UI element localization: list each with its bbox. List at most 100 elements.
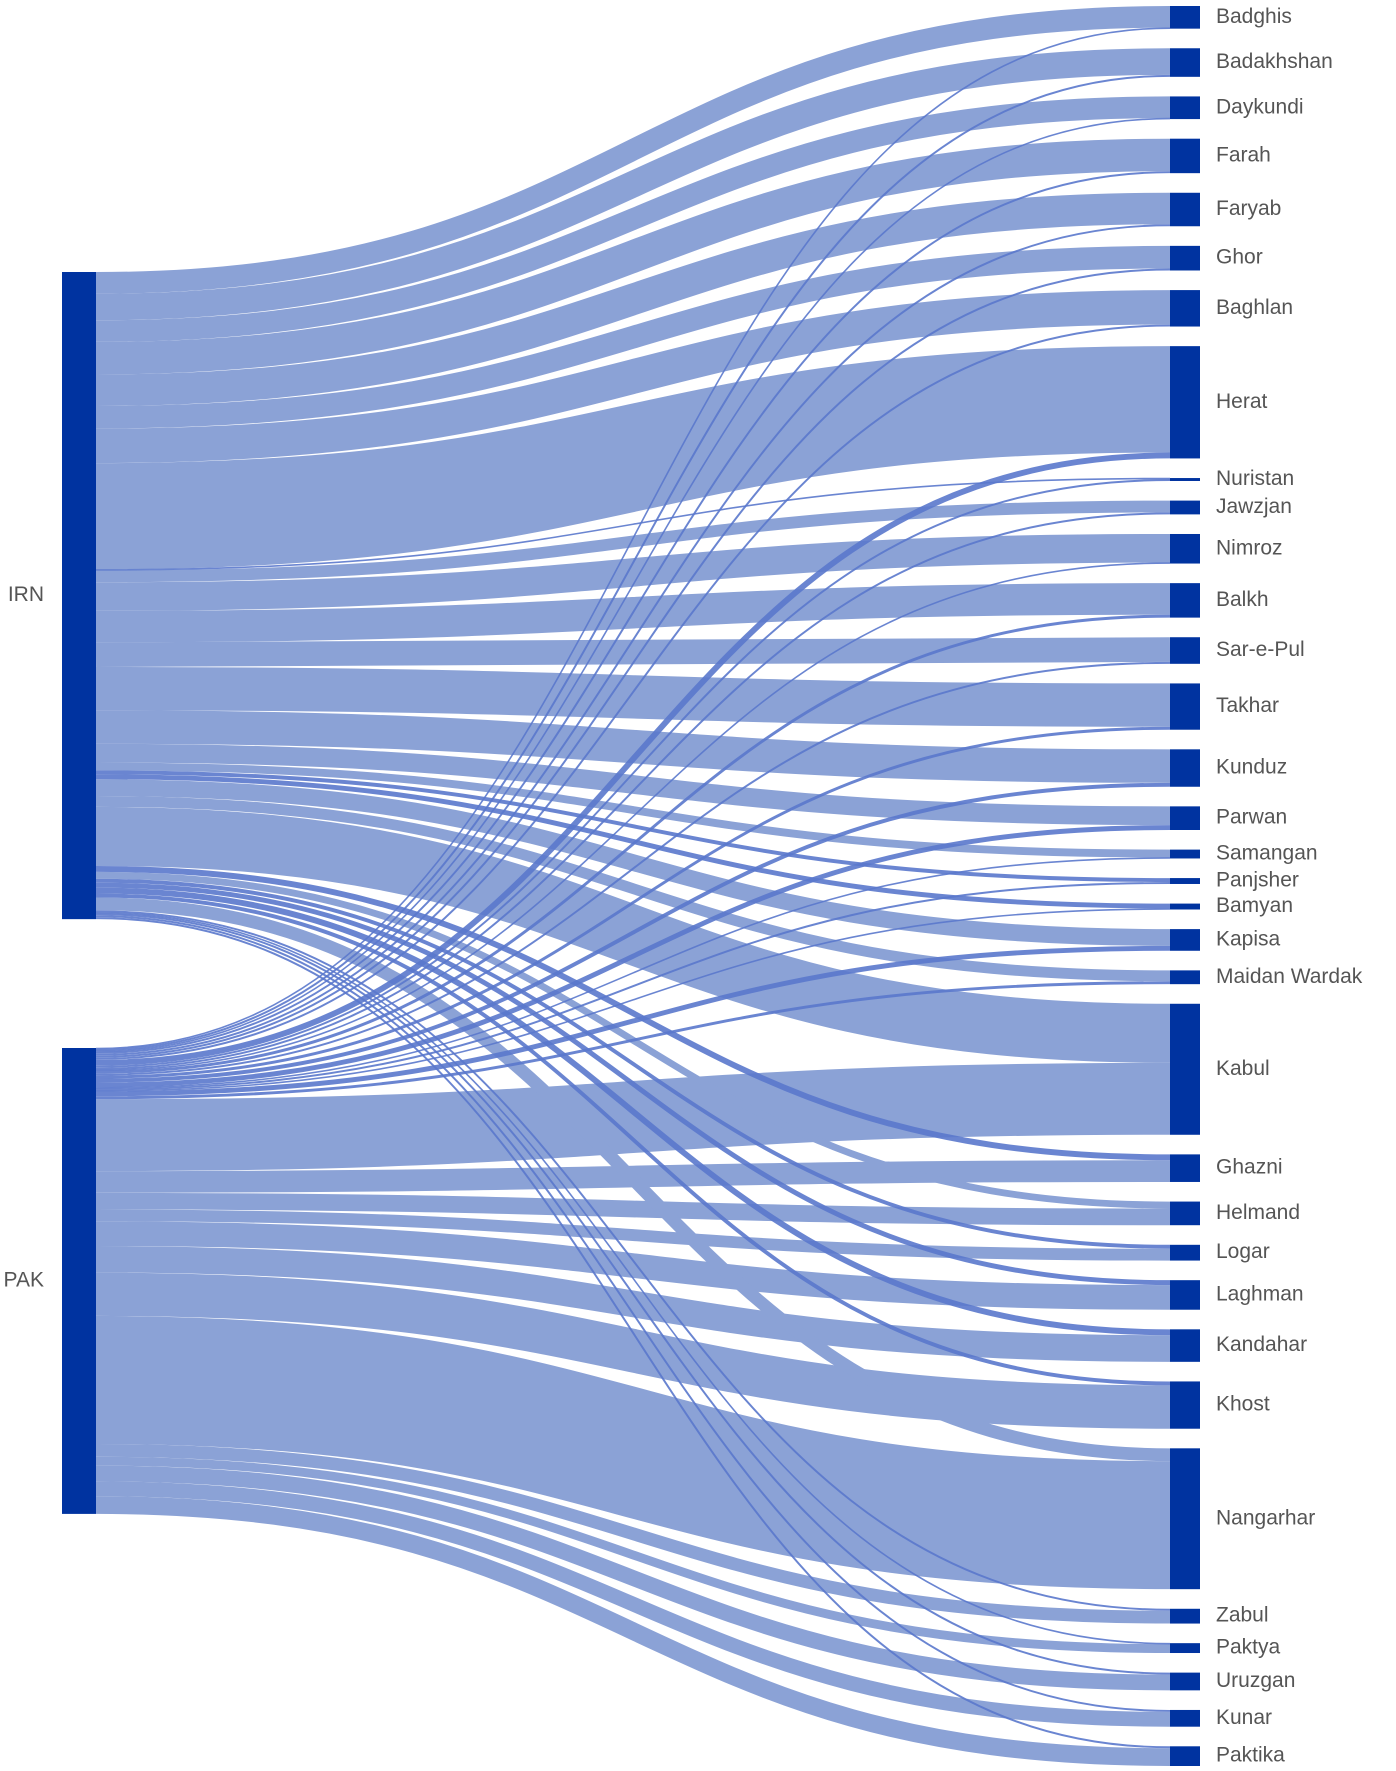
link-irn-to-paktika	[95, 917, 1171, 1749]
link-irn-to-nuristan	[95, 477, 1171, 571]
node-farah	[1170, 138, 1200, 174]
label-baghlan: Baghlan	[1216, 296, 1293, 319]
node-helmand	[1170, 1201, 1200, 1226]
label-maidan-wardak: Maidan Wardak	[1216, 965, 1363, 988]
node-baghlan	[1170, 290, 1200, 327]
link-irn-to-panjsher	[95, 770, 1171, 883]
node-kandahar	[1170, 1329, 1200, 1362]
link-pak-to-kandahar	[95, 1245, 1171, 1362]
link-pak-to-maidan-wardak	[95, 981, 1171, 1100]
link-irn-to-laghman	[95, 882, 1171, 1286]
link-pak-to-laghman	[95, 1221, 1171, 1310]
link-irn-to-logar	[95, 878, 1171, 1249]
link-pak-to-kapisa	[95, 945, 1171, 1097]
link-irn-to-ghor	[95, 245, 1171, 429]
link-pak-to-baghlan	[95, 324, 1171, 1060]
link-irn-to-maidan-wardak	[95, 796, 1171, 982]
label-kandahar: Kandahar	[1216, 1333, 1307, 1356]
sankey-links	[95, 6, 1171, 1767]
label-paktika: Paktika	[1216, 1744, 1285, 1767]
label-nuristan: Nuristan	[1216, 467, 1294, 490]
label-ghor: Ghor	[1216, 246, 1263, 269]
link-irn-to-uruzgan	[95, 913, 1171, 1675]
label-samangan: Samangan	[1216, 842, 1318, 865]
link-irn-to-badakhshan	[95, 48, 1171, 321]
link-irn-to-farah	[95, 138, 1171, 375]
link-pak-to-parwan	[95, 825, 1171, 1088]
node-khost	[1170, 1381, 1200, 1429]
link-irn-to-samangan	[95, 762, 1171, 858]
link-irn-to-kandahar	[95, 887, 1171, 1336]
node-laghman	[1170, 1280, 1200, 1310]
link-pak-to-nuristan	[95, 479, 1171, 1068]
label-takhar: Takhar	[1216, 694, 1279, 717]
link-pak-to-daykundi	[95, 117, 1171, 1053]
node-daykundi	[1170, 96, 1200, 120]
node-irn	[62, 272, 96, 920]
node-parwan	[1170, 806, 1200, 830]
label-bamyan: Bamyan	[1216, 894, 1293, 917]
link-pak-to-farah	[95, 171, 1171, 1054]
link-irn-to-ghazni	[95, 865, 1171, 1161]
link-irn-to-kapisa	[95, 779, 1171, 946]
link-irn-to-faryab	[95, 192, 1171, 406]
link-irn-to-paktya	[95, 911, 1171, 1645]
link-pak-to-paktika	[95, 1496, 1171, 1767]
link-pak-to-helmand	[95, 1192, 1171, 1226]
node-zabul	[1170, 1608, 1200, 1624]
node-logar	[1170, 1244, 1200, 1261]
label-kunar: Kunar	[1216, 1706, 1272, 1729]
link-pak-to-badghis	[95, 27, 1171, 1050]
label-irn: IRN	[8, 583, 44, 606]
label-paktya: Paktya	[1216, 1636, 1281, 1659]
link-irn-to-takhar	[95, 666, 1171, 727]
link-pak-to-badakhshan	[95, 74, 1171, 1051]
label-khost: Khost	[1216, 1393, 1270, 1416]
node-paktika	[1170, 1746, 1200, 1766]
label-balkh: Balkh	[1216, 588, 1269, 611]
link-irn-to-bamyan	[95, 774, 1171, 909]
link-pak-to-nimroz	[95, 562, 1171, 1071]
link-irn-to-nimroz	[95, 533, 1171, 611]
label-kabul: Kabul	[1216, 1057, 1270, 1080]
link-irn-to-zabul	[95, 910, 1171, 1611]
link-pak-to-khost	[95, 1272, 1171, 1429]
link-pak-to-faryab	[95, 224, 1171, 1056]
node-panjsher	[1170, 878, 1200, 884]
node-herat	[1170, 346, 1200, 459]
node-kunduz	[1170, 749, 1200, 787]
label-faryab: Faryab	[1216, 197, 1281, 220]
node-ghazni	[1170, 1154, 1200, 1182]
label-jawzjan: Jawzjan	[1216, 495, 1292, 518]
link-irn-to-khost	[95, 893, 1171, 1386]
label-sar-e-pul: Sar-e-Pul	[1216, 638, 1305, 661]
label-badakhshan: Badakhshan	[1216, 50, 1333, 73]
node-pak	[62, 1048, 96, 1514]
link-irn-to-parwan	[95, 743, 1171, 826]
label-kunduz: Kunduz	[1216, 756, 1287, 779]
link-pak-to-zabul	[95, 1443, 1171, 1624]
node-takhar	[1170, 683, 1200, 730]
label-pak: PAK	[4, 1268, 44, 1291]
node-uruzgan	[1170, 1672, 1200, 1691]
label-badghis: Badghis	[1216, 5, 1292, 28]
link-pak-to-balkh	[95, 614, 1171, 1074]
link-irn-to-badghis	[95, 6, 1171, 294]
label-panjsher: Panjsher	[1216, 869, 1299, 892]
label-uruzgan: Uruzgan	[1216, 1669, 1295, 1692]
label-daykundi: Daykundi	[1216, 95, 1304, 118]
node-nimroz	[1170, 533, 1200, 564]
link-pak-to-takhar	[95, 726, 1171, 1079]
node-ghor	[1170, 245, 1200, 271]
label-zabul: Zabul	[1216, 1604, 1269, 1627]
link-irn-to-daykundi	[95, 96, 1171, 342]
label-nimroz: Nimroz	[1216, 536, 1283, 559]
node-kabul	[1170, 1003, 1200, 1135]
link-pak-to-logar	[95, 1209, 1171, 1261]
node-badghis	[1170, 6, 1200, 29]
link-pak-to-paktya	[95, 1456, 1171, 1654]
node-nangarhar	[1170, 1448, 1200, 1590]
link-pak-to-samangan	[95, 857, 1171, 1089]
link-pak-to-kunduz	[95, 782, 1171, 1083]
